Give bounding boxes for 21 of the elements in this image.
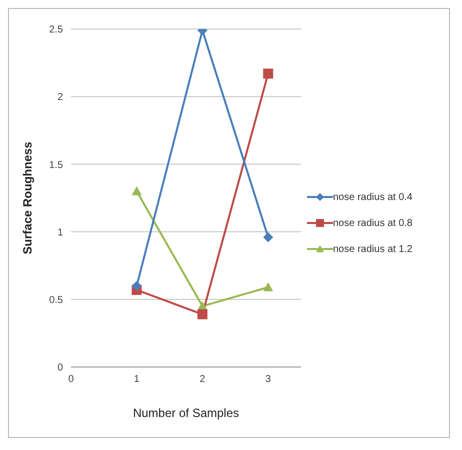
legend-label: nose radius at 0.4	[333, 192, 412, 202]
point	[263, 232, 274, 242]
x-tick-label: 0	[68, 374, 74, 386]
y-tick-label: 2.5	[49, 24, 64, 36]
point	[132, 186, 142, 196]
point	[263, 282, 274, 292]
legend-label: nose radius at 0.8	[333, 218, 412, 228]
y-tick-label: 2	[57, 92, 64, 104]
x-tick-label: 3	[265, 374, 272, 386]
x-axis-title: Number of Samples	[132, 406, 240, 420]
point	[263, 68, 274, 79]
point	[197, 309, 208, 320]
point	[132, 280, 142, 291]
legend-label: nose radius at 1.2	[333, 244, 412, 254]
y-tick-label: 0.5	[49, 294, 64, 306]
y-tick-label: 1.5	[49, 160, 64, 171]
x-tick-label: 2	[200, 374, 206, 386]
y-axis-title: Surface Roughness	[20, 141, 34, 254]
y-tick-label: 1	[57, 227, 64, 238]
y-tick-label: 0	[57, 362, 64, 374]
x-tick-label: 1	[134, 374, 140, 386]
